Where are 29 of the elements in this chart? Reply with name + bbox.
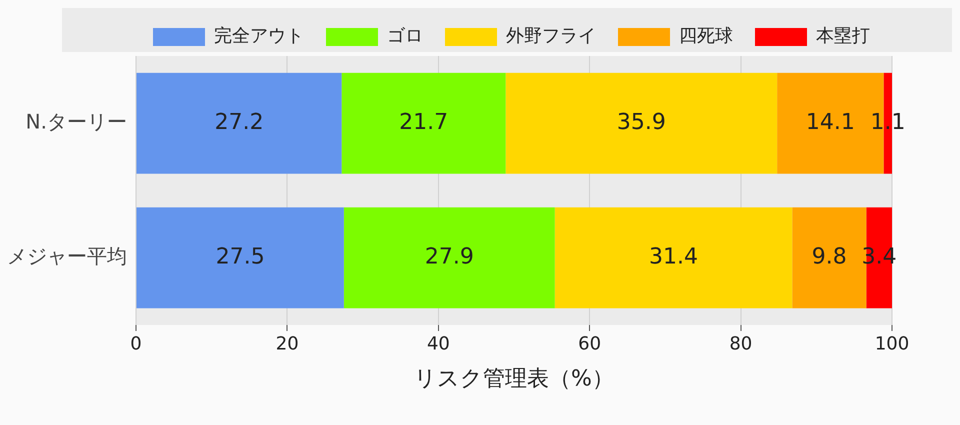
x-axis-title: リスク管理表（%）: [414, 366, 614, 392]
x-tick-label: 60: [578, 333, 602, 354]
data-label: 35.9: [616, 110, 666, 135]
data-label: 9.8: [812, 244, 847, 270]
y-tick-label: メジャー平均: [7, 244, 127, 268]
bar: [506, 72, 778, 174]
x-tick-label: 0: [130, 333, 142, 354]
data-label: 21.7: [399, 110, 448, 135]
legend-label: 外野フライ: [506, 26, 596, 47]
data-label: 31.4: [649, 244, 698, 270]
legend-label: 四死球: [679, 26, 733, 47]
x-tick-label: 100: [874, 333, 910, 354]
legend-label: ゴロ: [387, 26, 423, 47]
x-tick-label: 40: [426, 333, 450, 354]
bar: [342, 72, 506, 174]
data-label: 14.1: [806, 110, 855, 135]
bar: [136, 207, 344, 308]
data-label: 27.9: [424, 244, 474, 270]
x-tick-label: 80: [729, 333, 752, 354]
y-tick-label: N.ターリー: [26, 109, 127, 134]
legend-label: 完全アウト: [214, 26, 304, 47]
data-label: 27.2: [214, 110, 264, 135]
x-tick-label: 20: [276, 333, 299, 354]
bar: [136, 72, 342, 174]
bar: [554, 207, 792, 308]
data-label: 27.5: [216, 244, 265, 270]
data-label: 1.1: [870, 110, 906, 135]
legend-label: 本塁打: [816, 26, 870, 47]
bar: [344, 207, 555, 308]
